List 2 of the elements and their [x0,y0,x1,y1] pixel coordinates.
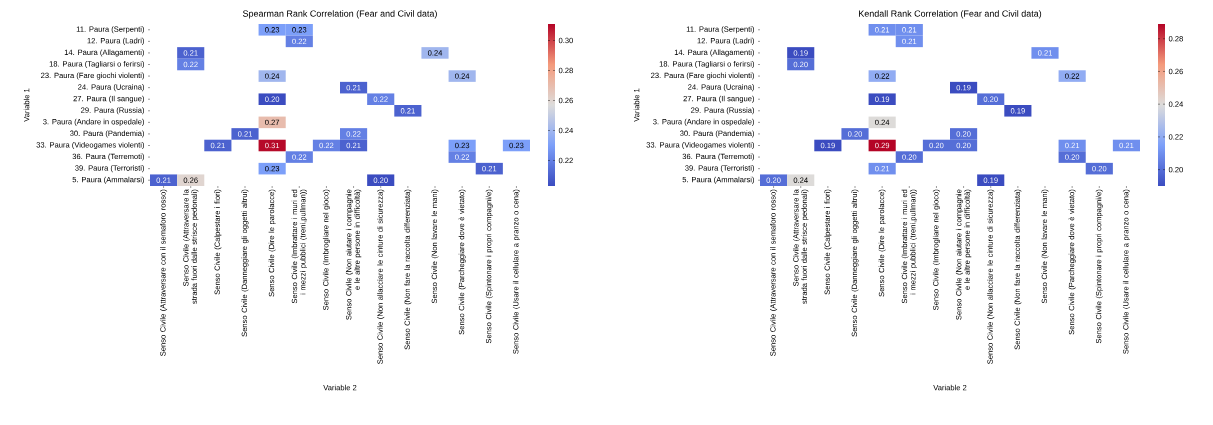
chart-title: Spearman Rank Correlation (Fear and Civil data) [242,10,437,19]
chart-title: Kendall Rank Correlation (Fear and Civil data) [859,10,1042,19]
